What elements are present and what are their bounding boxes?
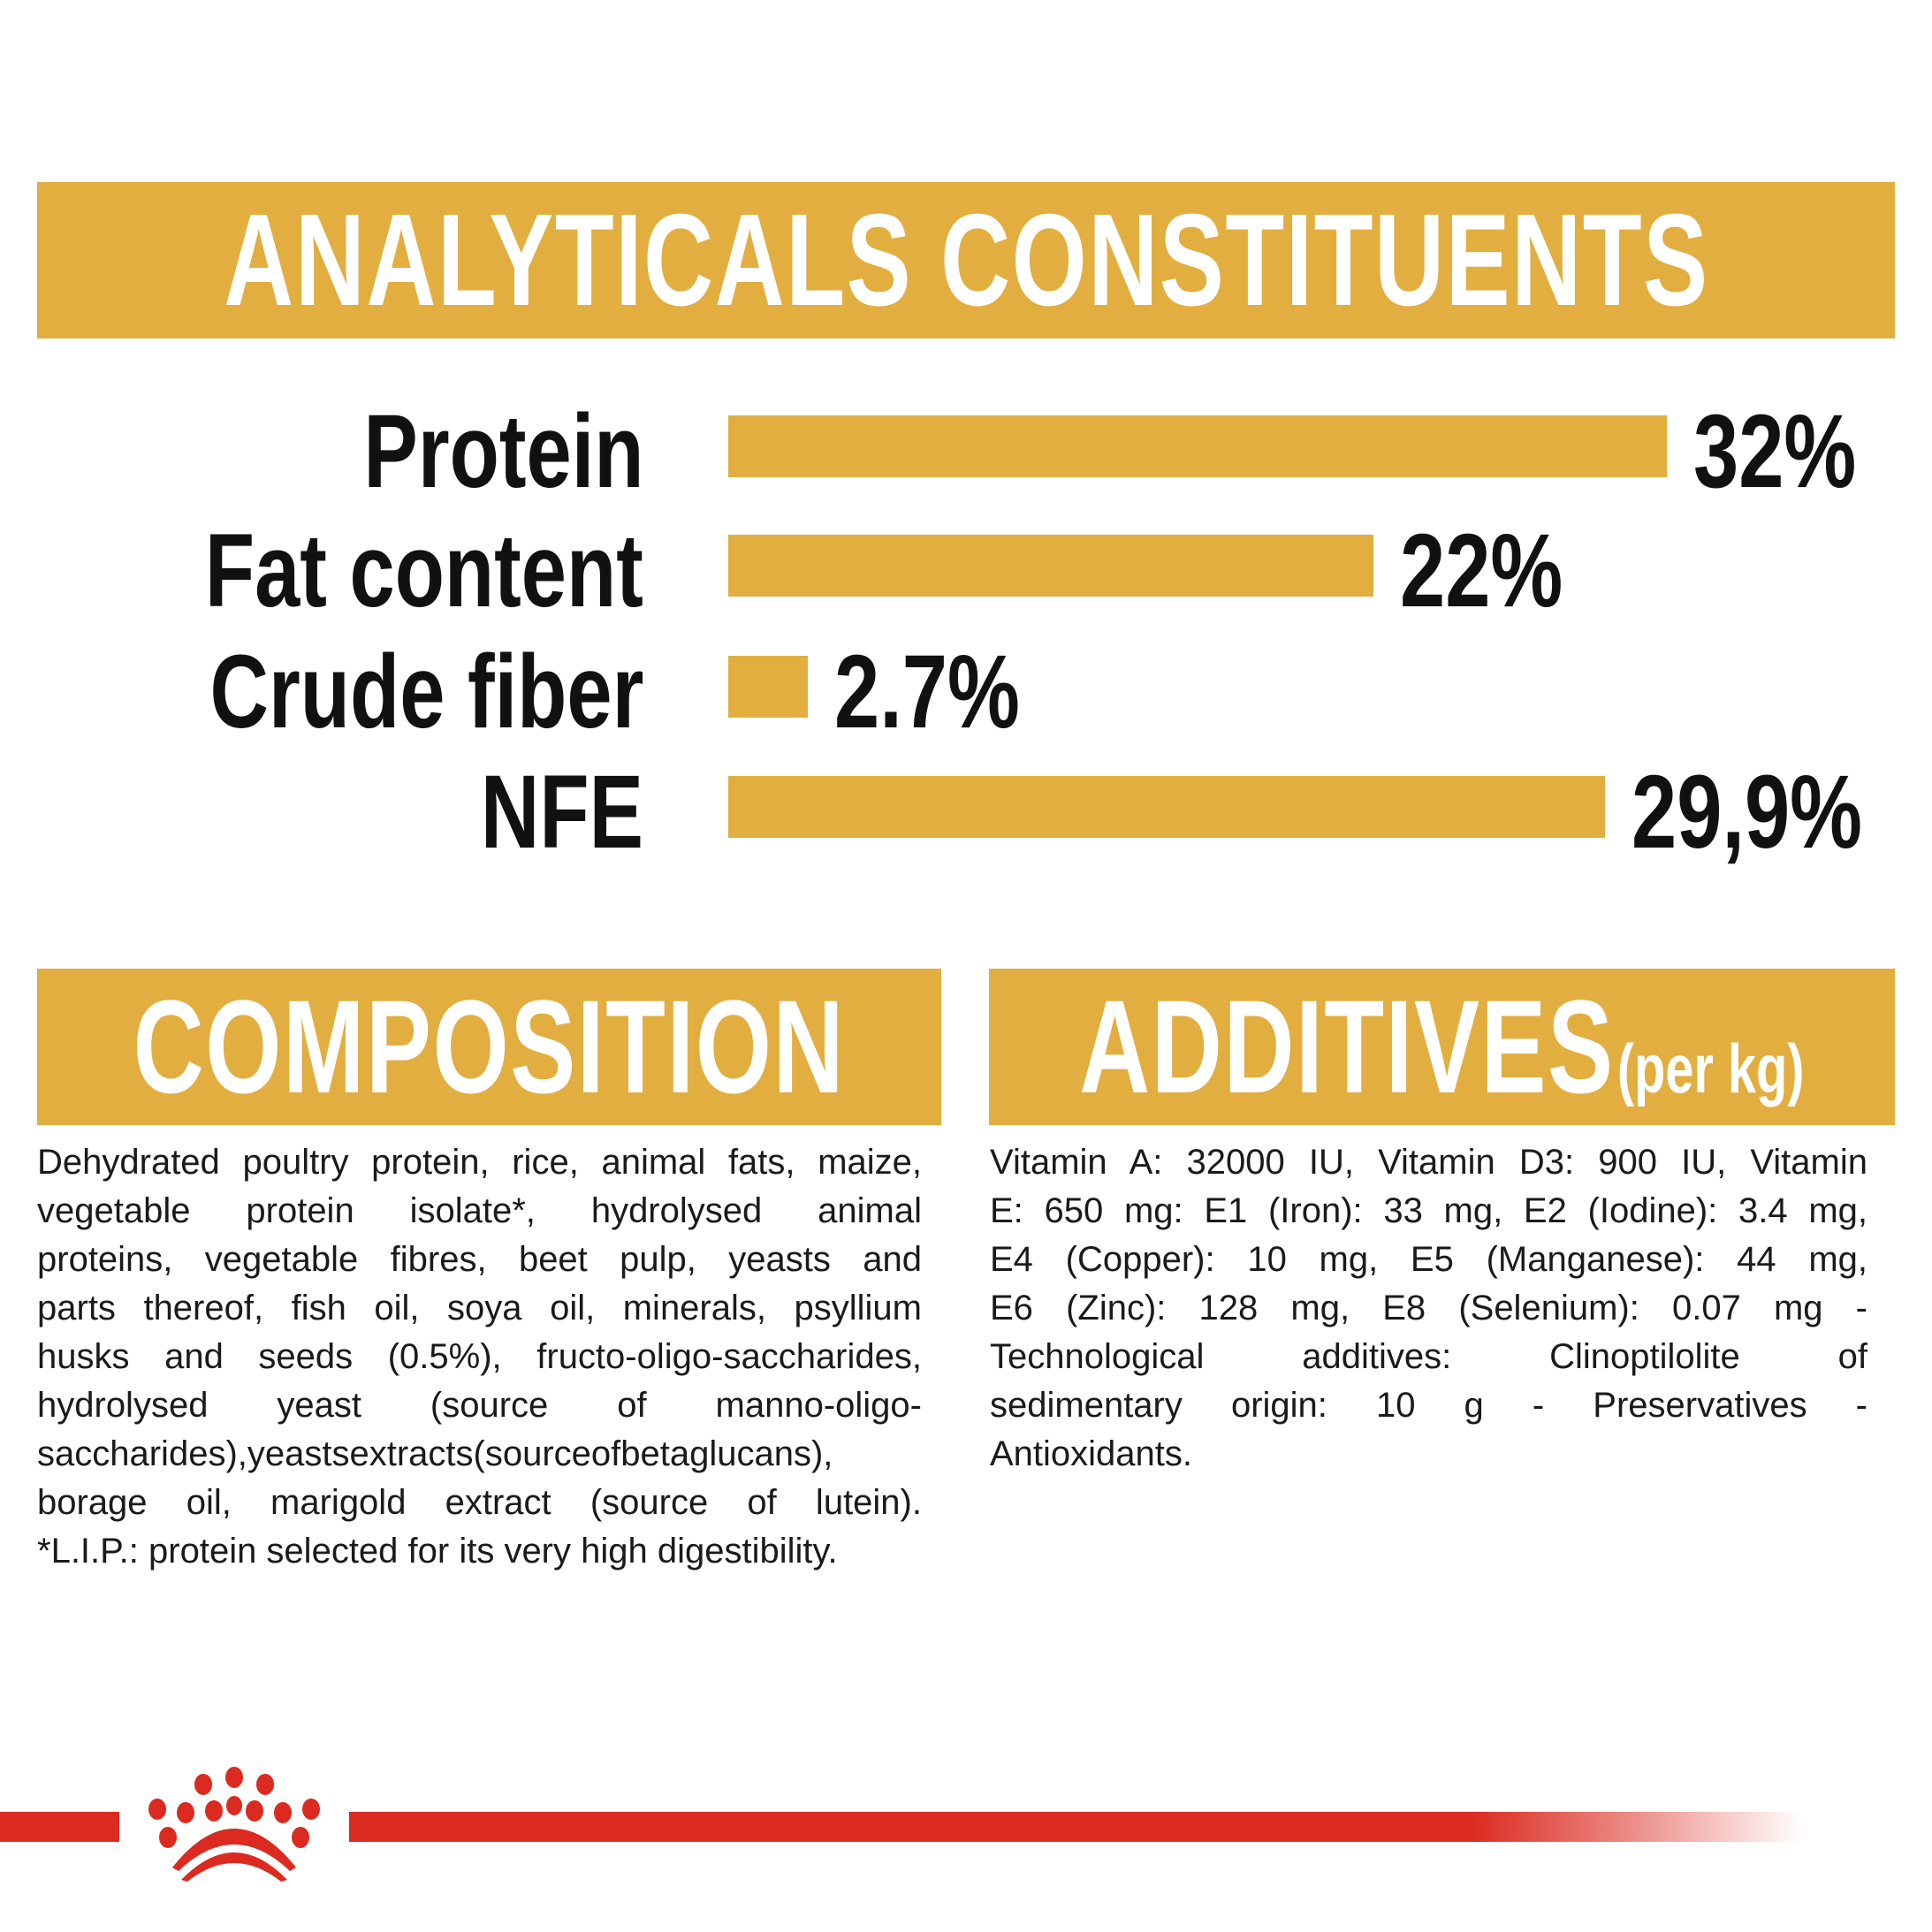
composition-text-line: *L.I.P.: protein selected for its very h… [37, 1532, 838, 1571]
composition-text-line: borage oil, marigold extract (source of … [37, 1483, 922, 1522]
additives-text-line: Antioxidants. [990, 1434, 1193, 1473]
constituent-bar [728, 776, 1606, 838]
constituent-label: Fat content [205, 513, 643, 629]
royal-canin-crown-logo-icon [148, 1767, 320, 1882]
additives-text-line: E4 (Copper): 10 mg, E5 (Manganese): 44 m… [990, 1240, 1867, 1279]
additives-text-line: sedimentary origin: 10 g - Preservatives… [990, 1386, 1867, 1425]
constituent-label: NFE [480, 754, 643, 871]
additives-text: Vitamin A: 32000 IU, Vitamin D3: 900 IU,… [990, 1138, 1867, 1479]
constituent-value: 32% [1693, 393, 1857, 510]
constituent-bar [728, 535, 1374, 597]
constituent-bar [728, 656, 808, 718]
additives-title: ADDITIVES [1079, 972, 1615, 1121]
additives-text-line: Vitamin A: 32000 IU, Vitamin D3: 900 IU,… [990, 1143, 1867, 1182]
additives-text-line: E: 650 mg: E1 (Iron): 33 mg, E2 (Iodine)… [990, 1191, 1867, 1230]
analytical-constituents-title: ANALYTICALS CONSTITUENTS [223, 186, 1709, 333]
constituent-label: Crude fiber [209, 634, 643, 750]
composition-text-line: vegetable protein isolate*, hydrolysed a… [37, 1191, 922, 1230]
additives-text-line: Technological additives: Clinoptilolite … [990, 1337, 1867, 1376]
composition-header: COMPOSITION [37, 969, 941, 1125]
composition-text-line: husks and seeds (0.5%), fructo-oligo-sac… [37, 1337, 922, 1376]
constituent-value: 29,9% [1632, 754, 1863, 871]
constituent-bar [728, 415, 1667, 477]
composition-title: COMPOSITION [133, 972, 846, 1121]
composition-text-line: saccharides),yeastsextracts(sourceofbeta… [37, 1434, 833, 1473]
composition-text-line: Dehydrated poultry protein, rice, animal… [37, 1143, 922, 1182]
analytical-constituents-header: ANALYTICALS CONSTITUENTS [37, 182, 1895, 338]
constituent-value: 22% [1400, 513, 1563, 629]
brand-stripe-right [349, 1812, 1803, 1842]
composition-text-line: proteins, vegetable fibres, beet pulp, y… [37, 1240, 922, 1279]
constituent-value: 2.7% [833, 634, 1020, 750]
additives-header: ADDITIVES (per kg) [989, 969, 1895, 1125]
additives-text-line: E6 (Zinc): 128 mg, E8 (Selenium): 0.07 m… [990, 1289, 1867, 1327]
composition-text: Dehydrated poultry protein, rice, animal… [37, 1138, 922, 1576]
constituent-label: Protein [362, 393, 643, 510]
brand-stripe-left [0, 1812, 119, 1842]
additives-subtitle: (per kg) [1617, 1030, 1805, 1107]
composition-text-line: parts thereof, fish oil, soya oil, miner… [37, 1289, 922, 1327]
composition-text-line: hydrolysed yeast (source of manno-oligo- [37, 1386, 922, 1425]
